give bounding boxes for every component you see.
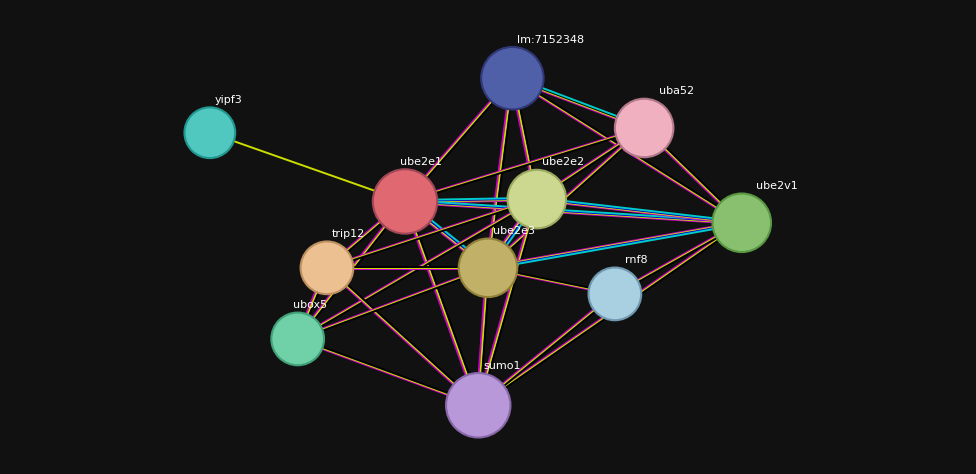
Ellipse shape <box>459 238 517 297</box>
Text: ube2e1: ube2e1 <box>400 157 442 167</box>
Text: lm:7152348: lm:7152348 <box>517 35 585 45</box>
Ellipse shape <box>373 169 437 234</box>
Text: ubox5: ubox5 <box>293 300 327 310</box>
Text: uba52: uba52 <box>659 86 694 96</box>
Ellipse shape <box>301 241 353 294</box>
Ellipse shape <box>615 99 673 157</box>
Ellipse shape <box>184 107 235 158</box>
Ellipse shape <box>446 373 510 438</box>
Text: sumo1: sumo1 <box>483 361 520 371</box>
Text: trip12: trip12 <box>332 229 365 239</box>
Ellipse shape <box>508 170 566 228</box>
Text: rnf8: rnf8 <box>625 255 647 265</box>
Text: ube2e2: ube2e2 <box>542 157 584 167</box>
Text: yipf3: yipf3 <box>215 95 242 105</box>
Ellipse shape <box>712 193 771 252</box>
Ellipse shape <box>481 47 544 109</box>
Text: ube2e3: ube2e3 <box>493 226 535 236</box>
Ellipse shape <box>589 267 641 320</box>
Text: ube2v1: ube2v1 <box>756 181 798 191</box>
Ellipse shape <box>271 312 324 365</box>
